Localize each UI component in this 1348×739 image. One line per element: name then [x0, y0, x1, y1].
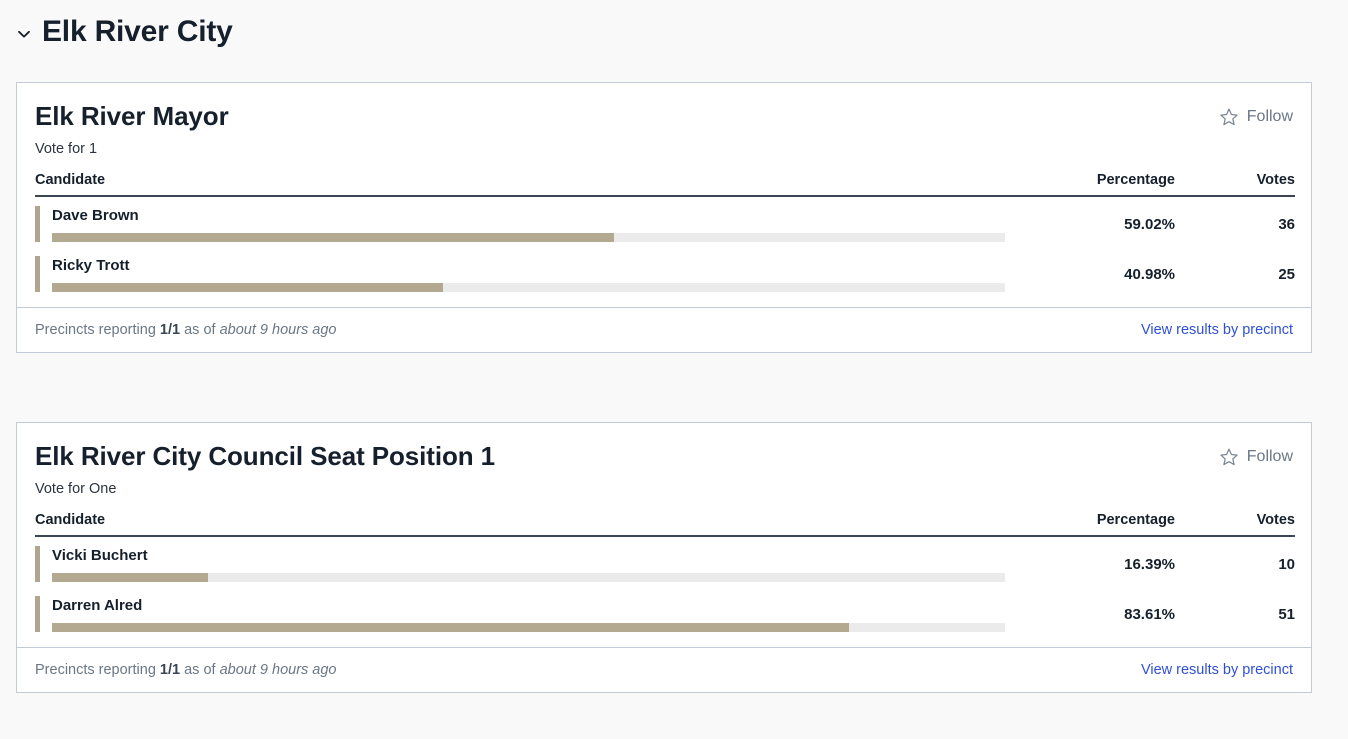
column-header-candidate: Candidate: [35, 172, 106, 188]
candidate-cell: Vicki Buchert: [35, 546, 1005, 582]
contest-body: Elk River City Council Seat Position 1 V…: [17, 423, 1311, 647]
result-bar-track: [52, 623, 1005, 632]
precincts-reporting: Precincts reporting 1/1 as of about 9 ho…: [35, 661, 337, 679]
contest-card-council-seat-1: Elk River City Council Seat Position 1 V…: [16, 422, 1312, 693]
candidate-votes: 36: [1278, 215, 1295, 233]
contest-title: Elk River Mayor: [35, 101, 229, 131]
view-results-by-precinct-link[interactable]: View results by precinct: [1140, 322, 1293, 338]
column-header-votes: Votes: [1256, 512, 1295, 528]
candidate-percentage: 16.39%: [1124, 555, 1175, 573]
column-header-votes: Votes: [1256, 172, 1295, 188]
result-bar-track: [52, 233, 1005, 242]
candidate-name: Darren Alred: [52, 597, 143, 614]
candidate-votes: 25: [1278, 265, 1295, 283]
view-results-by-precinct-link[interactable]: View results by precinct: [1140, 662, 1293, 678]
column-header-candidate: Candidate: [35, 512, 106, 528]
contest-heading-group: Elk River City Council Seat Position 1 V…: [35, 441, 495, 498]
candidate-color-marker: [35, 206, 40, 242]
contest-footer: Precincts reporting 1/1 as of about 9 ho…: [17, 647, 1311, 692]
precincts-timestamp: about 9 hours ago: [219, 662, 337, 678]
candidate-cell: Ricky Trott: [35, 256, 1005, 292]
contest-body: Elk River Mayor Vote for 1 Follow Candid…: [17, 83, 1311, 307]
candidate-color-marker: [35, 596, 40, 632]
result-bar-fill: [52, 573, 209, 582]
table-row: Dave Brown 59.02% 36: [35, 197, 1295, 247]
contest-heading-group: Elk River Mayor Vote for 1: [35, 101, 229, 158]
candidate-name: Ricky Trott: [52, 257, 130, 274]
candidate-percentage: 40.98%: [1124, 265, 1175, 283]
results-column-headers: Candidate Percentage Votes: [35, 512, 1295, 537]
column-header-percentage: Percentage: [1096, 512, 1175, 528]
vote-for-label: Vote for 1: [35, 141, 98, 157]
result-bar-fill: [52, 623, 849, 632]
candidate-name: Dave Brown: [52, 207, 139, 224]
follow-button[interactable]: Follow: [1219, 441, 1293, 467]
precincts-prefix: Precincts reporting: [35, 662, 160, 678]
table-row: Vicki Buchert 16.39% 10: [35, 537, 1295, 587]
precincts-value: 1/1: [159, 662, 181, 678]
candidate-votes: 10: [1278, 555, 1295, 573]
candidate-name: Vicki Buchert: [52, 547, 148, 564]
follow-button[interactable]: Follow: [1219, 101, 1293, 127]
results-table: Candidate Percentage Votes Vicki Buchert: [35, 512, 1295, 637]
candidate-percentage: 83.61%: [1124, 605, 1175, 623]
table-row: Ricky Trott 40.98% 25: [35, 247, 1295, 297]
precincts-asof: as of: [180, 322, 220, 338]
result-bar-fill: [52, 233, 615, 242]
results-column-headers: Candidate Percentage Votes: [35, 172, 1295, 197]
chevron-down-icon[interactable]: [16, 26, 32, 42]
candidate-info: Ricky Trott: [52, 256, 1005, 292]
contest-header: Elk River City Council Seat Position 1 V…: [35, 441, 1293, 498]
candidate-color-marker: [35, 546, 40, 582]
vote-for-label: Vote for One: [35, 481, 117, 497]
candidate-cell: Darren Alred: [35, 596, 1005, 632]
star-outline-icon: [1219, 447, 1239, 467]
result-bar-fill: [52, 283, 443, 292]
precincts-timestamp: about 9 hours ago: [219, 322, 337, 338]
result-bar-track: [52, 283, 1005, 292]
page-title: Elk River City: [42, 15, 233, 48]
result-bar-track: [52, 573, 1005, 582]
candidate-info: Darren Alred: [52, 596, 1005, 632]
follow-label: Follow: [1246, 448, 1293, 465]
candidate-info: Dave Brown: [52, 206, 1005, 242]
candidate-percentage: 59.02%: [1124, 215, 1175, 233]
page-header: Elk River City: [0, 0, 1348, 48]
column-header-percentage: Percentage: [1096, 172, 1175, 188]
table-row: Darren Alred 83.61% 51: [35, 587, 1295, 637]
precincts-value: 1/1: [159, 322, 181, 338]
contest-card-mayor: Elk River Mayor Vote for 1 Follow Candid…: [16, 82, 1312, 353]
results-table: Candidate Percentage Votes Dave Brown: [35, 172, 1295, 297]
candidate-color-marker: [35, 256, 40, 292]
candidate-info: Vicki Buchert: [52, 546, 1005, 582]
precincts-prefix: Precincts reporting: [35, 322, 160, 338]
contest-title: Elk River City Council Seat Position 1: [35, 441, 495, 471]
precincts-asof: as of: [180, 662, 220, 678]
precincts-reporting: Precincts reporting 1/1 as of about 9 ho…: [35, 321, 337, 339]
candidate-cell: Dave Brown: [35, 206, 1005, 242]
follow-label: Follow: [1246, 108, 1293, 125]
contest-header: Elk River Mayor Vote for 1 Follow: [35, 101, 1293, 158]
contest-footer: Precincts reporting 1/1 as of about 9 ho…: [17, 307, 1311, 352]
candidate-votes: 51: [1278, 605, 1295, 623]
star-outline-icon: [1219, 107, 1239, 127]
